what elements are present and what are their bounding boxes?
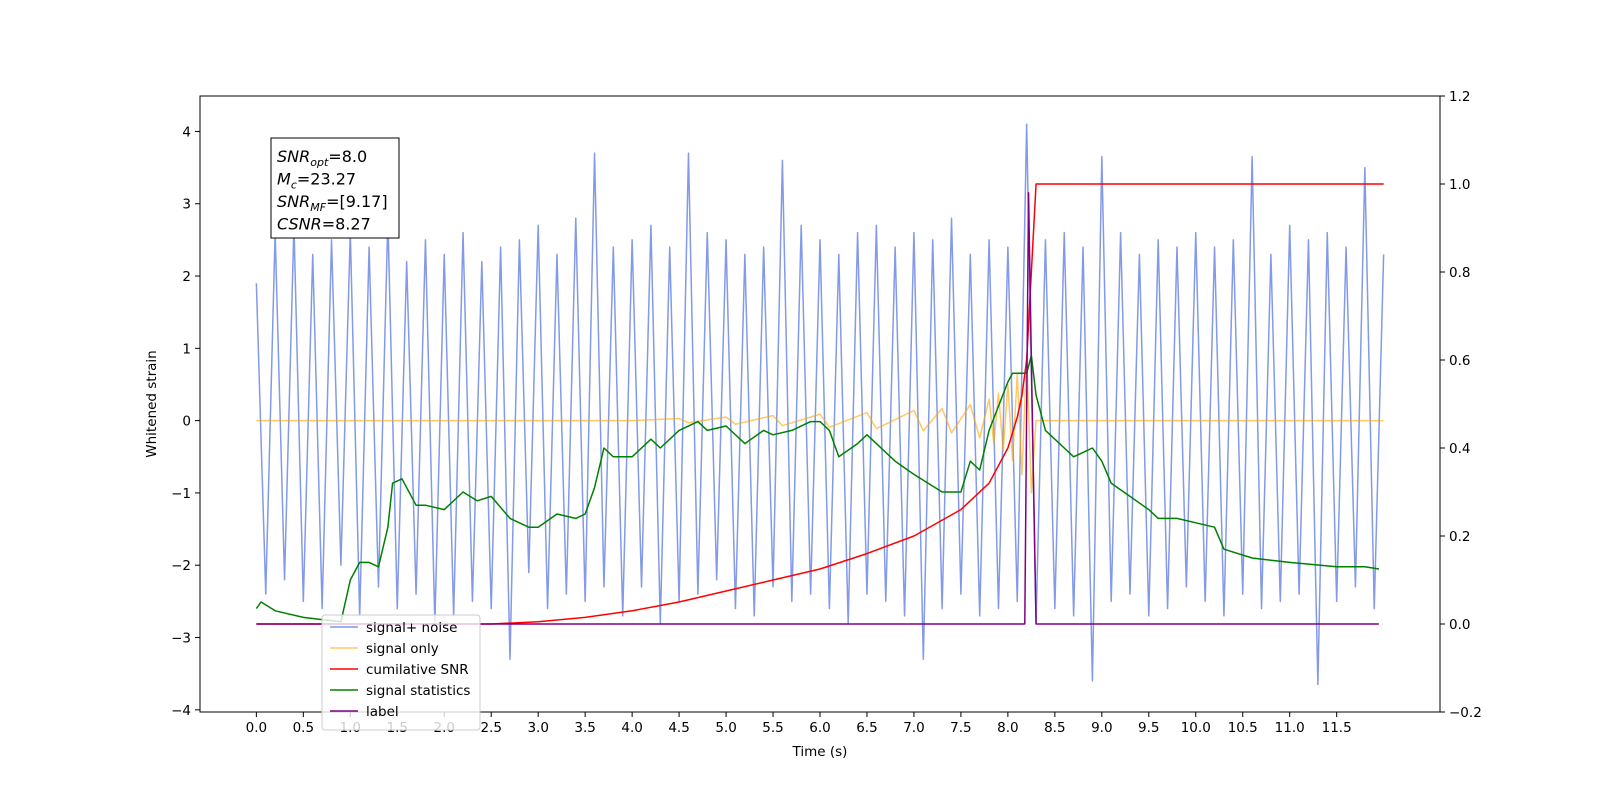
y-tick-label: 0 [182,414,191,430]
annotation-line: Mc=23.27 [277,170,356,192]
x-tick-label: 5.5 [762,720,783,736]
annotation-subscript: MF [310,201,326,214]
x-tick-label: 0.5 [293,720,314,736]
annotation-line: CSNR=8.27 [277,215,371,234]
y2-tick-label: 1.2 [1449,89,1470,105]
x-tick-label: 7.0 [903,720,924,736]
annotation-subscript: c [291,179,297,192]
x-tick-label: 9.5 [1138,720,1159,736]
x-tick-label: 7.5 [950,720,971,736]
x-tick-label: 2.5 [480,720,501,736]
annotation-symbol: SNR [277,192,310,211]
annotation-symbol: SNR [277,147,310,166]
series-line [256,354,1384,494]
y2-tick-label: 0.0 [1449,617,1470,633]
y2-tick-label: 0.6 [1449,353,1470,369]
annotation-symbol: CSNR [277,215,322,234]
y2-tick-label: 0.8 [1449,265,1470,281]
x-tick-label: 11.5 [1322,720,1352,736]
y2-tick-label: 0.2 [1449,529,1470,545]
y-tick-label: −1 [171,486,191,502]
series-line [255,354,1380,623]
x-tick-label: 11.0 [1275,720,1305,736]
series-line [256,192,1379,625]
annotation-value: =[9.17] [326,192,388,211]
annotation-value: =23.27 [297,170,356,189]
legend-label: signal+ noise [366,620,457,636]
x-tick-label: 5.0 [715,720,736,736]
x-tick-label: 6.0 [809,720,830,736]
x-tick-label: 10.0 [1181,720,1211,736]
y2-tick-label: 1.0 [1449,177,1470,193]
y-axis-label: Whitened strain [144,350,160,457]
x-tick-label: 0.0 [246,720,267,736]
legend-label: signal statistics [366,683,470,699]
x-tick-label: 4.5 [668,720,689,736]
annotation-value: =8.0 [328,147,367,166]
x-tick-label: 4.0 [621,720,642,736]
x-tick-label: 3.5 [574,720,595,736]
legend: signal+ noise signal only cumilative SNR si… [321,614,481,731]
x-tick-label: 6.5 [856,720,877,736]
y-tick-label: 1 [182,341,191,357]
legend-label: label [366,704,399,720]
plot-area [255,123,1385,686]
x-tick-label: 9.0 [1091,720,1112,736]
x-tick-label: 8.5 [1044,720,1065,736]
series-line [255,123,1385,686]
x-tick-label: 3.0 [527,720,548,736]
x-tick-label: 10.5 [1228,720,1258,736]
annotation-line: SNRopt=8.0 [277,147,367,169]
y-tick-label: −3 [171,631,191,647]
x-axis-label: Time (s) [792,744,848,760]
annotation-symbol: M [277,170,291,189]
legend-label: signal only [366,641,439,657]
y-tick-label: −2 [171,558,191,574]
y-tick-label: 2 [182,269,191,285]
y-tick-label: 4 [182,124,191,140]
annotation-subscript: opt [310,156,329,169]
y-tick-label: −4 [171,703,191,719]
series-line [256,183,1384,625]
y2-tick-label: −0.2 [1449,705,1482,721]
annotation-value: =8.27 [322,215,371,234]
annotation-line: SNRMF=[9.17] [277,192,388,214]
annotation-frame [270,137,400,239]
x-tick-label: 8.0 [997,720,1018,736]
legend-frame [321,614,481,731]
y2-tick-label: 0.4 [1449,441,1470,457]
y-tick-label: 3 [182,197,191,213]
legend-label: cumilative SNR [366,662,469,678]
